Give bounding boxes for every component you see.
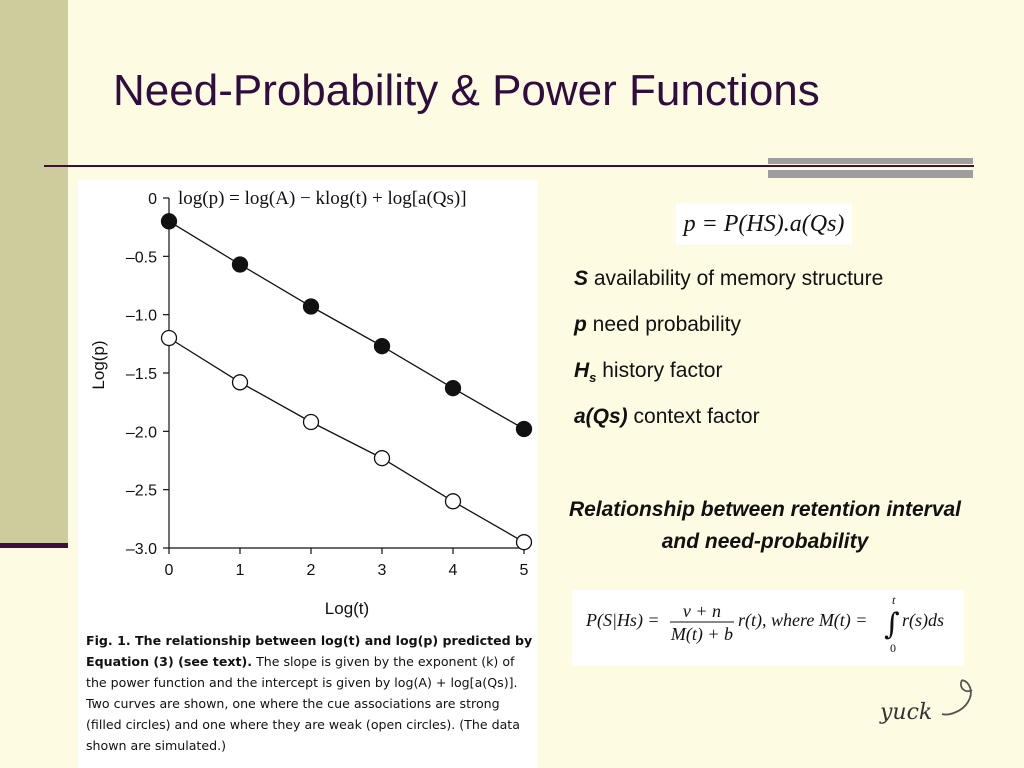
left-decorative-band <box>0 0 68 543</box>
figure-panel: 0 –0.5 –1.0 –1.5 –2.0 –2.5 –3.0 0 1 2 3 4 5 log(p) =… <box>78 180 538 768</box>
series-line-filled <box>168 220 525 430</box>
x-tick-label: 2 <box>307 562 316 579</box>
y-tick-label: –2.0 <box>126 424 157 441</box>
x-tick-label: 1 <box>236 562 245 579</box>
relationship-heading: Relationship between retention interval … <box>568 498 962 553</box>
data-point-filled <box>231 256 249 273</box>
integral-lower: 0 <box>890 641 896 655</box>
formula-numerator: v + n <box>683 601 721 621</box>
caption-label: Fig. 1. The relationship between log(t) … <box>86 633 533 669</box>
decorative-bar-top <box>768 158 973 164</box>
data-point-filled <box>444 380 462 397</box>
figure-caption: Fig. 1. The relationship between log(t) … <box>86 630 538 756</box>
integral-upper: t <box>892 593 896 607</box>
x-tick-label: 5 <box>520 562 529 579</box>
definition-text: history factor <box>602 359 723 382</box>
need-probability-equation: p = P(HS).a(Qs) <box>676 203 852 245</box>
y-tick-label: 0 <box>148 191 157 208</box>
x-tick-label: 4 <box>449 562 458 579</box>
y-tick-label: –3.0 <box>126 541 157 558</box>
signature-text: yuck <box>880 700 933 725</box>
y-tick-label: –2.5 <box>126 483 157 500</box>
definition-key: Hs <box>574 359 597 386</box>
data-point-filled <box>515 420 533 438</box>
data-point-filled <box>302 298 320 315</box>
definition-key: a(Qs) <box>574 405 628 428</box>
slide-title: Need-Probability & Power Functions <box>113 66 820 115</box>
data-point-open <box>231 374 249 391</box>
x-axis-label: Log(t) <box>325 599 369 618</box>
y-axis-label: Log(p) <box>89 340 108 389</box>
formula-lhs: P(S|Hs) = <box>585 610 660 631</box>
data-point-open <box>515 534 533 551</box>
decorative-bar-bottom <box>768 170 973 178</box>
y-tick-label: –1.0 <box>126 308 157 325</box>
signature-swirl-icon <box>941 679 973 716</box>
series-line-open <box>168 337 525 543</box>
definition-item: a(Qs) context factor <box>574 402 883 448</box>
data-point-open <box>302 413 320 431</box>
x-tick-label: 3 <box>378 562 387 579</box>
y-tick-label: –0.5 <box>126 249 157 266</box>
definition-text: availability of memory structure <box>593 267 884 290</box>
caption-text: The slope is given by the exponent (k) o… <box>86 654 520 753</box>
data-point-open <box>160 329 178 347</box>
formula-svg: P(S|Hs) = v + n M(t) + b r(t), where M(t… <box>585 593 944 655</box>
definition-subscript: s <box>589 370 597 386</box>
definition-key: p <box>574 313 587 336</box>
formula-rest: r(t), where M(t) = <box>738 610 867 631</box>
data-point-filled <box>160 213 178 230</box>
chart-annotation: log(p) = log(A) − klog(t) + log[a(Qs)] <box>178 188 467 209</box>
data-point-filled <box>373 338 391 355</box>
definition-item: p need probability <box>574 310 883 356</box>
definition-item: S availability of memory structure <box>574 264 883 310</box>
definition-key: S <box>574 267 589 290</box>
need-probability-formula: P(S|Hs) = v + n M(t) + b r(t), where M(t… <box>572 590 964 666</box>
power-function-chart: 0 –0.5 –1.0 –1.5 –2.0 –2.5 –3.0 0 1 2 3 4 5 log(p) =… <box>89 188 533 618</box>
data-point-open <box>373 450 391 467</box>
x-tick-label: 0 <box>165 562 174 579</box>
definition-item: Hs history factor <box>574 356 883 402</box>
formula-denominator: M(t) + b <box>670 624 733 645</box>
formula-integrand: r(s)ds <box>902 610 944 631</box>
definitions-list: S availability of memory structure p nee… <box>574 264 883 448</box>
title-divider <box>44 165 974 167</box>
left-accent-rule <box>0 543 68 548</box>
y-tick-label: –1.5 <box>126 366 157 383</box>
definition-text: context factor <box>633 405 760 428</box>
data-point-open <box>444 493 462 510</box>
definition-text: need probability <box>592 313 741 336</box>
integral-sign-icon: ∫ <box>884 607 900 642</box>
